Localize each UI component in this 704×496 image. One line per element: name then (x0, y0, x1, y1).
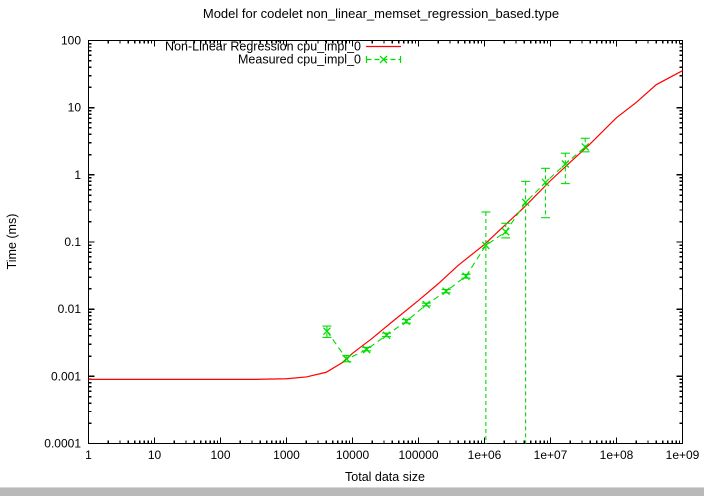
data-point-x-marker (342, 355, 351, 364)
series-layer (88, 70, 683, 444)
measured-line (326, 146, 586, 360)
x-tick-label: 1 (85, 448, 92, 462)
data-point-x-marker (581, 143, 590, 151)
x-tick-label: 10000 (336, 448, 370, 462)
x-tick-label: 100000 (398, 448, 438, 462)
data-point-x-marker (501, 227, 510, 236)
data-point-x-marker (402, 317, 411, 326)
x-tick-label: 1000 (273, 448, 300, 462)
tick-labels: 1 10 100 1000 10000 100000 1e+06 1e+07 1e+08 1e+0… (44, 34, 699, 463)
x-tick-label: 1e+08 (600, 448, 634, 462)
data-point-x-marker (322, 327, 331, 336)
x-tick-label: 100 (210, 448, 230, 462)
x-marker-icon (379, 55, 388, 64)
horizontal-scrollbar[interactable] (0, 487, 704, 496)
legend: Non-Linear Regression cpu_impl_0 Measure… (165, 40, 402, 67)
data-point-x-marker (362, 345, 371, 354)
x-tick-label: 1e+06 (468, 448, 502, 462)
legend-sample-measured-errorbar (365, 55, 402, 64)
x-axis-title: Total data size (345, 470, 425, 484)
data-point-x-marker (541, 178, 550, 187)
regression-curve (88, 70, 683, 381)
data-point-x-marker (521, 198, 530, 207)
y-tick-label: 0.001 (51, 369, 81, 383)
data-point-x-marker (462, 272, 470, 281)
data-point-x-marker (481, 241, 490, 250)
y-tick-label: 1 (74, 168, 81, 182)
y-axis-title: Time (ms) (5, 214, 19, 270)
data-point-x-marker (561, 160, 570, 168)
y-tick-label: 0.0001 (44, 437, 81, 451)
x-tick-label: 1e+09 (666, 448, 700, 462)
y-tick-label: 0.01 (58, 302, 82, 316)
chart-title: Model for codelet non_linear_memset_regr… (203, 6, 559, 21)
axis-ticks (87, 39, 684, 445)
x-tick-label: 1e+07 (534, 448, 568, 462)
y-tick-label: 10 (68, 101, 82, 115)
legend-label-measured: Measured cpu_impl_0 (238, 53, 361, 67)
data-point-x-marker (382, 331, 391, 340)
legend-label-regression: Non-Linear Regression cpu_impl_0 (165, 40, 361, 54)
data-point-x-marker (442, 287, 451, 296)
y-tick-label: 100 (61, 34, 81, 48)
plot-border (87, 39, 684, 445)
y-tick-label: 0.1 (64, 235, 81, 249)
x-tick-label: 10 (148, 448, 162, 462)
data-point-x-marker (422, 300, 431, 309)
